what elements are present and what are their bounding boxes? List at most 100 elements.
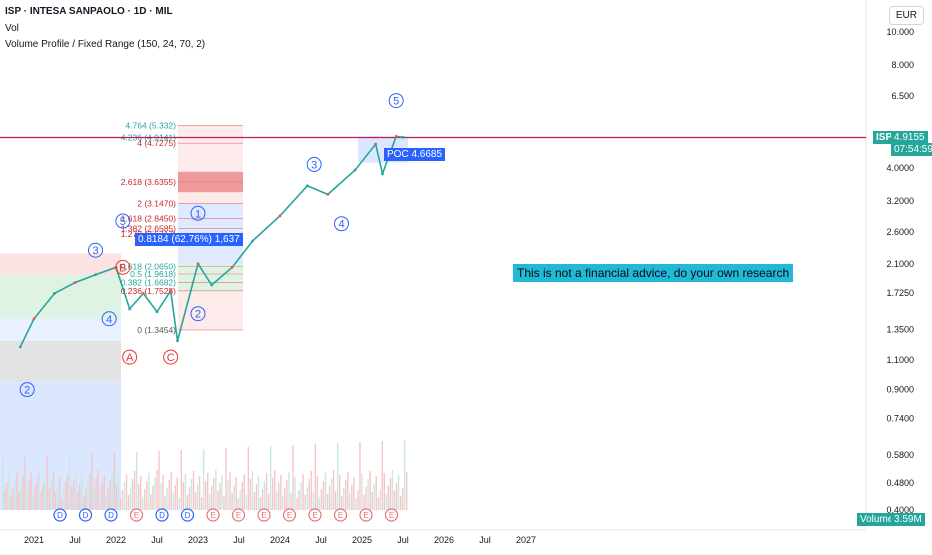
- price-point: [381, 172, 384, 176]
- volume-bar: [97, 470, 99, 510]
- volume-bar: [304, 495, 306, 510]
- wave-label-3: 3: [311, 159, 317, 171]
- volume-tag-value: 3.59M: [891, 513, 925, 526]
- volume-bar: [138, 484, 140, 510]
- event-marker-E: E: [236, 511, 241, 520]
- event-marker-D: D: [83, 511, 89, 520]
- event-marker: [231, 508, 246, 522]
- volume-bar: [194, 492, 197, 510]
- volume-bar: [119, 498, 122, 510]
- volume-bar: [99, 491, 101, 510]
- volume-bar: [6, 482, 8, 510]
- event-marker-E: E: [338, 511, 343, 520]
- volume-bar: [316, 476, 319, 510]
- volume-bar: [259, 497, 262, 510]
- x-tick-label: Jul: [479, 535, 491, 545]
- x-tick-label: 2021: [24, 535, 44, 545]
- fib-label-0: 0 (1.3454): [137, 325, 176, 335]
- volume-bar: [75, 471, 77, 510]
- volume-bar: [34, 486, 36, 510]
- x-tick-label: Jul: [397, 535, 409, 545]
- volume-indicator-label[interactable]: Vol: [5, 23, 19, 34]
- volume-bar: [166, 488, 168, 510]
- fib-label-2.618: 2.618 (3.6355): [121, 177, 176, 187]
- volume-bar: [353, 477, 355, 510]
- volume-bar: [52, 472, 55, 510]
- volume-bar: [367, 479, 369, 510]
- event-marker: [282, 508, 297, 522]
- volume-bar: [290, 493, 292, 510]
- volume-bar: [77, 492, 79, 510]
- left-volume-profile: [0, 381, 121, 510]
- price-point: [176, 339, 179, 343]
- price-point: [141, 291, 145, 295]
- wave-label-A: A: [126, 352, 134, 364]
- volume-bar: [286, 480, 288, 510]
- volume-bar: [381, 441, 384, 510]
- volume-bar: [95, 478, 97, 510]
- price-point: [210, 283, 214, 287]
- currency-button[interactable]: EUR: [888, 6, 924, 25]
- volume-bar: [235, 477, 237, 510]
- volume-bar: [28, 481, 30, 510]
- volume-bar: [355, 498, 357, 510]
- volume-bar: [2, 458, 4, 510]
- volume-bar: [158, 451, 160, 510]
- volume-bar: [8, 474, 10, 510]
- price-point: [155, 310, 159, 314]
- volume-bar: [83, 497, 85, 510]
- volume-bar: [60, 498, 63, 510]
- volume-bar: [377, 497, 379, 510]
- wave-label-C: C: [167, 352, 175, 364]
- price-point: [353, 168, 357, 172]
- price-tag-countdown: 07:54:59: [891, 143, 932, 156]
- price-point: [18, 345, 22, 349]
- volume-bar: [369, 471, 371, 510]
- volume-bar: [395, 483, 398, 510]
- volume-bar: [32, 494, 34, 510]
- volume-bar: [343, 488, 345, 510]
- event-marker-D: D: [159, 511, 165, 520]
- volume-bar: [91, 454, 93, 510]
- volume-bar: [115, 485, 118, 510]
- volume-bar: [271, 478, 274, 510]
- volume-bar: [359, 442, 361, 510]
- volume-bar: [192, 471, 195, 510]
- wave-label-1: 1: [195, 208, 201, 220]
- volume-bar: [48, 488, 51, 510]
- event-marker: [333, 508, 348, 522]
- volume-bar: [225, 448, 227, 510]
- volume-profile-label[interactable]: Volume Profile / Fixed Range (150, 24, 7…: [5, 39, 206, 50]
- price-point: [251, 239, 255, 243]
- wave-label-circle: [306, 156, 322, 172]
- wave-label-2: 2: [195, 309, 201, 321]
- wave-label-circle: [190, 205, 206, 221]
- fib-label-4.764: 4.764 (5.332): [125, 120, 176, 130]
- volume-bar: [105, 496, 107, 510]
- volume-bar: [103, 475, 105, 510]
- volume-bar: [129, 487, 132, 510]
- volume-bar: [341, 496, 343, 510]
- wave-label-2: 2: [24, 385, 30, 397]
- volume-bar: [172, 493, 174, 510]
- y-tick-label: 0.5800: [886, 450, 914, 460]
- volume-bar: [14, 479, 16, 510]
- left-grey-band: [0, 340, 121, 382]
- volume-bar: [314, 444, 317, 510]
- disclaimer-note: This is not a financial advice, do your …: [513, 264, 794, 282]
- x-tick-label: Jul: [233, 535, 245, 545]
- price-point: [73, 281, 77, 284]
- volume-bar: [345, 480, 347, 510]
- event-marker: [359, 508, 373, 522]
- x-tick-label: 2025: [352, 535, 372, 545]
- volume-bar: [20, 484, 22, 510]
- volume-bar: [379, 489, 381, 510]
- price-point: [169, 289, 173, 293]
- symbol-title[interactable]: ISP · INTESA SANPAOLO · 1D · MIL: [5, 6, 173, 17]
- fib-label-1.382: 1.382 (2.6585): [121, 224, 176, 234]
- event-marker-D: D: [57, 511, 63, 520]
- volume-bar: [385, 494, 388, 510]
- volume-bar: [164, 496, 166, 510]
- volume-bar: [334, 491, 337, 510]
- volume-bar: [332, 470, 335, 510]
